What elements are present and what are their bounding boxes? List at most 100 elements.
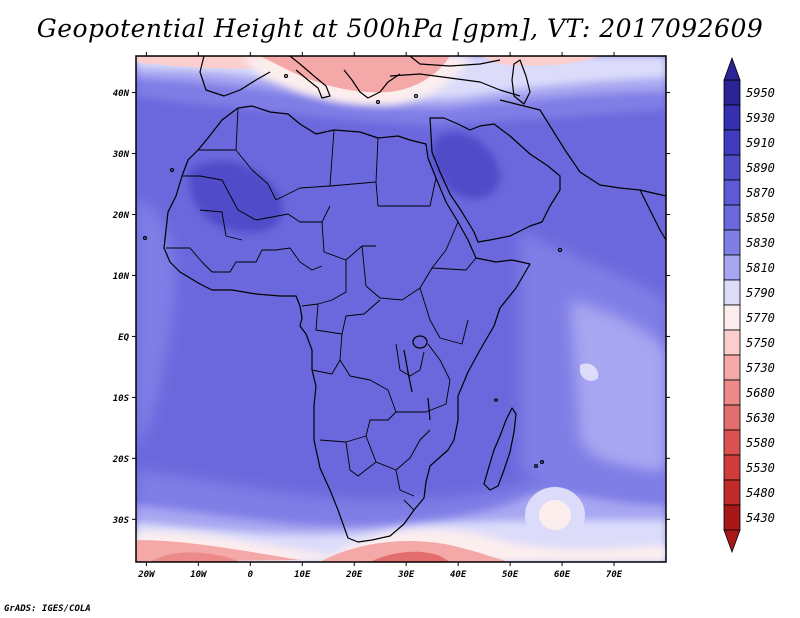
lake-malawi (427, 397, 431, 421)
lat-axis: 40N 30N 20N 10N EQ 10S 20S 30S (112, 89, 670, 526)
colorbar-swatch (723, 429, 741, 456)
lat-tick-label: 20S (112, 455, 130, 465)
lon-tick-label: 20E (345, 570, 363, 580)
field-small-eddy (580, 363, 599, 381)
colorbar-swatch (723, 79, 741, 106)
colorbar-swatch (723, 304, 741, 331)
chart-title: Geopotential Height at 500hPa [gpm], VT:… (36, 14, 764, 43)
colorbar-label: 5950 (746, 86, 775, 100)
lat-tick-label: 20N (112, 211, 130, 221)
colorbar-label: 5810 (746, 261, 775, 275)
colorbar-swatch (723, 329, 741, 356)
lon-axis: 20W 10W 0 10E 20E 30E 40E 50E 60E 70E (137, 52, 623, 580)
lake-tanganyika (403, 349, 413, 393)
country-borders (166, 107, 477, 511)
plot-frame (135, 55, 667, 563)
coast-madagascar (483, 407, 517, 491)
colorbar-swatch (723, 454, 741, 481)
lon-tick-label: 10E (294, 570, 311, 580)
lat-tick-label: 30S (112, 516, 130, 526)
lat-tick-label: 10N (113, 272, 130, 282)
coast-africa (163, 105, 531, 543)
colorbar-swatch (723, 204, 741, 231)
field-indian-ocean-light (570, 300, 666, 474)
field-atlantic (136, 200, 176, 450)
island-sardinia (283, 73, 289, 79)
island-crete (375, 99, 381, 105)
colorbar-label: 5730 (746, 361, 775, 375)
coast-caspian (511, 59, 531, 105)
field-high-sahara (189, 160, 283, 233)
colorbar-arrow-top (723, 56, 741, 81)
colorbar-label: 5480 (746, 486, 775, 500)
colorbar-label: 5870 (746, 186, 775, 200)
colorbar-label: 5930 (746, 111, 775, 125)
island-mauritius (539, 460, 544, 465)
lon-tick-label: 30E (397, 570, 415, 580)
colorbar-swatch (723, 379, 741, 406)
colorbar-label: 5850 (746, 211, 775, 225)
field-north-low-med-2 (260, 56, 450, 93)
colorbar-label: 5680 (746, 386, 775, 400)
colorbar-swatch (723, 179, 741, 206)
field-south-low-5 (150, 552, 240, 562)
colorbar-label: 5430 (746, 511, 775, 525)
colorbar-swatch (723, 354, 741, 381)
colorbar-swatch (723, 404, 741, 431)
coast-black-sea (409, 56, 501, 67)
field-north-low-east (480, 56, 600, 66)
lat-tick-label: 40N (113, 89, 130, 99)
lon-tick-label: 20W (137, 570, 156, 580)
island-cape-verde (142, 235, 148, 241)
colorbar-arrow-bottom (723, 529, 741, 554)
field-south-ring-inner (539, 500, 571, 530)
colorbar-label: 5630 (746, 411, 775, 425)
colorbar-swatch (723, 504, 741, 531)
island-cyprus (413, 93, 419, 99)
lake-victoria (412, 335, 428, 349)
coast-europe-iberia (199, 56, 271, 97)
lat-tick-label: 10S (113, 394, 130, 404)
coast-turkey (389, 73, 521, 97)
colorbar-swatch (723, 129, 741, 156)
colorbar-label: 5750 (746, 336, 775, 350)
colorbar-swatch (723, 479, 741, 506)
coast-europe-italy (289, 56, 331, 99)
lat-tick-label: EQ (118, 333, 129, 343)
colorbar-swatch (723, 104, 741, 131)
lon-tick-label: 40E (450, 570, 467, 580)
coast-asia (499, 99, 666, 197)
colorbar-label: 5830 (746, 236, 775, 250)
island-canary (169, 167, 175, 173)
coast-europe-greece (343, 69, 401, 99)
colorbar-label: 5890 (746, 161, 775, 175)
island-socotra (557, 247, 563, 253)
colorbar: 5950 5930 5910 5890 5870 5850 5830 5810 5790 5770… (723, 56, 775, 554)
colorbar-label: 5910 (746, 136, 775, 150)
colorbar-label: 5790 (746, 286, 775, 300)
colorbar-swatch (723, 229, 741, 256)
lon-tick-label: 50E (502, 570, 519, 580)
colorbar-label: 5530 (746, 461, 775, 475)
lon-tick-label: 70E (606, 570, 623, 580)
coast-india (639, 189, 666, 241)
colorbar-swatch (723, 154, 741, 181)
colorbar-label: 5580 (746, 436, 775, 450)
lon-tick-label: 0 (248, 570, 254, 580)
field-south-low-4 (370, 551, 450, 562)
lon-tick-label: 60E (554, 570, 571, 580)
lat-tick-label: 30N (112, 150, 130, 160)
colorbar-swatch (723, 279, 741, 306)
island-comoros (494, 398, 498, 402)
field-south-low-3 (320, 541, 510, 562)
credit-label: GrADS: IGES/COLA (4, 604, 91, 614)
colorbar-swatch (723, 254, 741, 281)
lon-tick-label: 10W (190, 570, 208, 580)
colorbar-label: 5770 (746, 311, 775, 325)
field-high-arabia (431, 132, 500, 199)
coast-arabia (429, 117, 561, 243)
island-reunion (533, 464, 538, 469)
height-field (136, 56, 666, 562)
coastlines (142, 56, 666, 543)
